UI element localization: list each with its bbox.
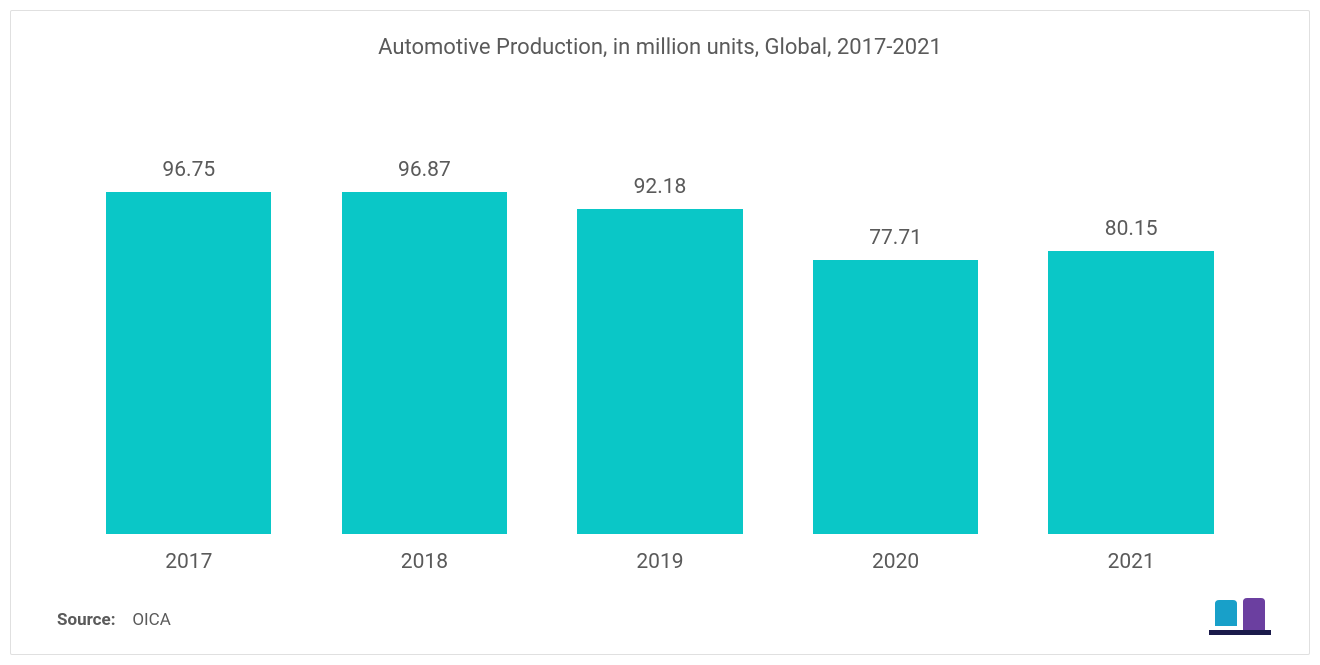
bar-group: 80.15 <box>1025 141 1237 534</box>
plot-area: 96.75 96.87 92.18 77.71 80.15 <box>71 141 1249 534</box>
bar <box>106 192 271 534</box>
value-label: 96.75 <box>162 158 215 182</box>
chart-container: Automotive Production, in million units,… <box>10 10 1310 655</box>
bar <box>1048 251 1213 534</box>
bar-group: 96.87 <box>318 141 530 534</box>
source-attribution: Source: OICA <box>57 610 171 630</box>
category-label: 2020 <box>790 550 1002 574</box>
logo-underline <box>1209 630 1271 635</box>
bar-group: 77.71 <box>790 141 1002 534</box>
category-label: 2018 <box>318 550 530 574</box>
logo-bar-2 <box>1243 598 1265 630</box>
brand-logo-icon <box>1209 596 1281 636</box>
value-label: 92.18 <box>634 175 687 199</box>
bar <box>342 192 507 534</box>
bar-group: 92.18 <box>554 141 766 534</box>
value-label: 96.87 <box>398 158 451 182</box>
category-label: 2017 <box>83 550 295 574</box>
chart-title: Automotive Production, in million units,… <box>11 11 1309 60</box>
value-label: 80.15 <box>1105 217 1158 241</box>
category-label: 2021 <box>1025 550 1237 574</box>
bar <box>813 260 978 534</box>
category-label: 2019 <box>554 550 766 574</box>
category-axis: 2017 2018 2019 2020 2021 <box>71 550 1249 574</box>
source-value: OICA <box>132 610 170 630</box>
bar-group: 96.75 <box>83 141 295 534</box>
value-label: 77.71 <box>869 226 922 250</box>
source-label: Source: <box>57 610 115 630</box>
logo-bar-1 <box>1215 600 1237 626</box>
bar <box>577 209 742 534</box>
